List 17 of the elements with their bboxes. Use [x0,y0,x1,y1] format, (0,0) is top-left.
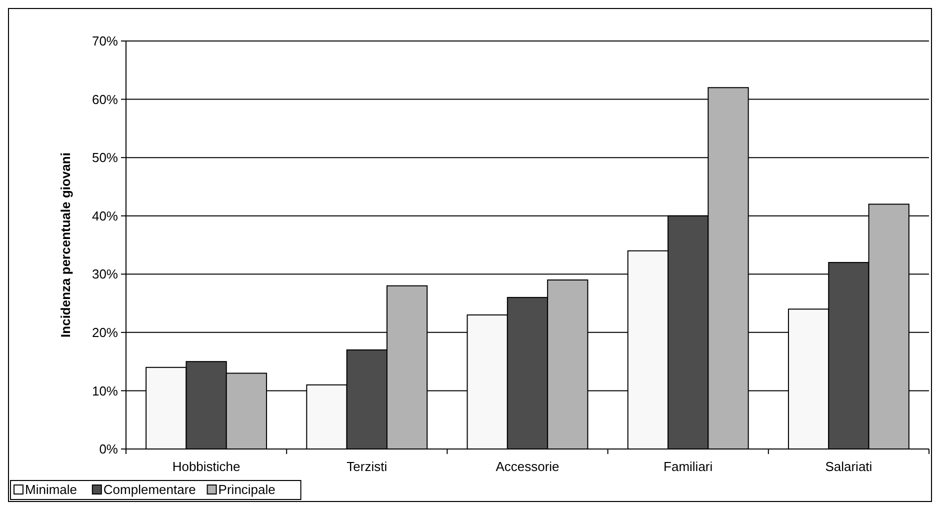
y-tick-label: 50% [92,150,118,166]
y-tick-label: 30% [92,266,118,282]
x-tick-label: Salariati [825,459,872,474]
x-tick-label: Hobbistiche [172,459,240,474]
legend-label: Principale [218,482,276,497]
x-tick-label: Familiari [664,459,713,474]
y-tick-label: 40% [92,208,118,224]
y-tick-label: 60% [92,92,118,107]
x-tick-label: Terzisti [346,459,388,474]
y-axis-title: Incidenza percentuale giovani [58,152,73,338]
y-tick-label: 70% [92,34,118,49]
legend-label: Minimale [25,482,78,497]
legend-label: Complementare [103,482,196,497]
y-tick-label: 20% [92,324,118,340]
x-tick-label: Accessorie [496,459,560,474]
y-tick-label: 10% [92,383,118,398]
y-tick-label: 0% [99,442,118,457]
